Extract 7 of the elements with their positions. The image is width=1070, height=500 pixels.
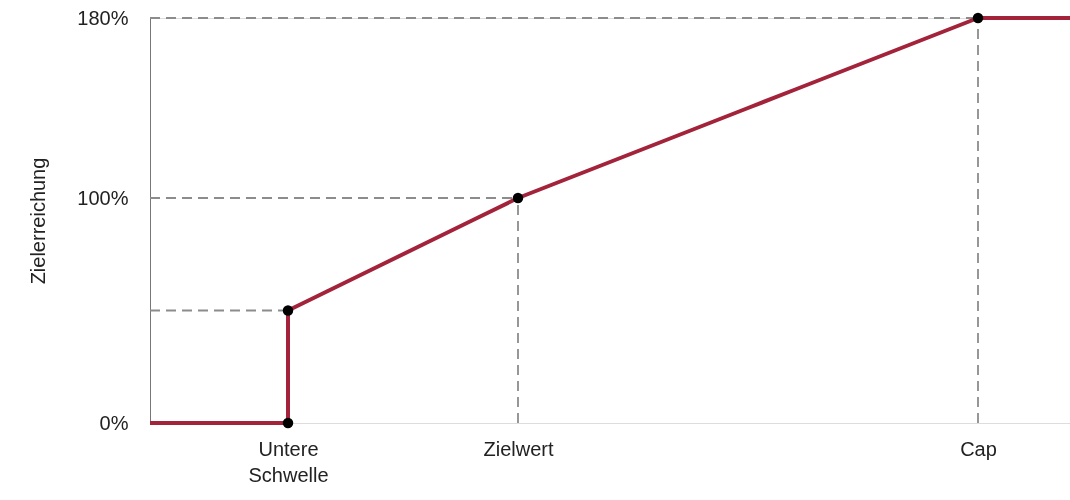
y-tick-label: 180%	[77, 6, 129, 29]
x-tick-label: Cap	[960, 437, 997, 460]
y-tick-label: 100%	[77, 186, 129, 209]
x-tick-label: Untere Schwelle	[248, 437, 329, 486]
y-tick-label: 0%	[99, 411, 129, 434]
x-tick-label: Zielwert	[483, 437, 554, 460]
y-axis-title: Zielerreichung	[27, 157, 50, 285]
